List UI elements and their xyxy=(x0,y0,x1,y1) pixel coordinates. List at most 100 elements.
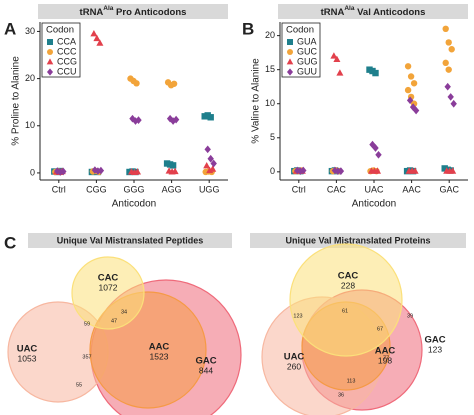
venn-set xyxy=(71,256,145,330)
legend-title: Codon xyxy=(286,25,314,36)
point xyxy=(287,68,293,76)
set-name: GAC xyxy=(424,335,445,346)
legend-label: CCU xyxy=(57,66,77,76)
point xyxy=(444,82,451,91)
region-count: 59 xyxy=(84,321,90,327)
point xyxy=(447,93,454,101)
point xyxy=(210,159,217,168)
point xyxy=(169,162,177,169)
region-count: 61 xyxy=(342,308,348,314)
point xyxy=(373,167,382,174)
region-count: 113 xyxy=(347,378,356,384)
x-tick-label: UGG xyxy=(199,184,220,194)
region-count: 36 xyxy=(338,392,344,398)
point xyxy=(372,144,379,152)
x-tick-label: GAC xyxy=(439,184,459,194)
point xyxy=(207,114,214,121)
point xyxy=(54,167,61,175)
y-tick-label: 0 xyxy=(30,167,35,177)
region-count: 39 xyxy=(407,313,413,319)
panel-label: C xyxy=(4,233,16,252)
x-axis-label: Anticodon xyxy=(112,199,156,210)
x-tick-label: CGG xyxy=(86,184,107,194)
x-tick-label: UAC xyxy=(364,184,384,194)
title-part: Ala xyxy=(103,5,114,12)
point xyxy=(411,167,419,174)
point xyxy=(337,167,345,175)
point xyxy=(449,167,457,174)
point xyxy=(209,165,217,172)
region-count: 55 xyxy=(76,382,82,388)
point xyxy=(286,58,294,65)
point xyxy=(129,114,136,123)
panel-label: B xyxy=(242,19,254,38)
point xyxy=(171,167,179,175)
point xyxy=(448,46,455,53)
legend-label: GUA xyxy=(297,36,317,46)
point xyxy=(375,150,382,159)
region-count: 34 xyxy=(121,309,127,315)
y-axis-label: % Valine to Alanine xyxy=(251,58,262,144)
x-tick-label: AGG xyxy=(162,184,182,194)
y-tick-label: 10 xyxy=(25,120,35,130)
panel-title: tRNAAla Pro Anticodons xyxy=(80,5,187,17)
point xyxy=(407,73,415,80)
point xyxy=(90,29,98,37)
title-bar xyxy=(38,4,228,19)
title-bar xyxy=(28,233,232,248)
set-name: GAC xyxy=(195,356,216,367)
y-tick-label: 30 xyxy=(25,26,35,36)
point xyxy=(47,68,53,76)
point xyxy=(445,39,452,46)
panel-label: A xyxy=(4,19,16,38)
region-count: 357 xyxy=(82,354,91,360)
venn-set xyxy=(289,243,403,357)
title-part: Pro Anticodons xyxy=(113,7,186,18)
title-part: tRNA xyxy=(321,7,345,18)
point xyxy=(442,59,449,67)
point xyxy=(207,154,214,163)
y-tick-label: 5 xyxy=(270,132,275,142)
panel-title: tRNAAla Val Anticodons xyxy=(321,5,426,17)
point xyxy=(406,96,414,105)
point xyxy=(330,52,338,59)
point xyxy=(47,49,53,55)
y-axis-label: % Proline to Alanine xyxy=(11,56,22,146)
set-count: 1072 xyxy=(99,282,118,292)
legend-title: Codon xyxy=(46,25,74,36)
point xyxy=(287,49,293,55)
set-count: 198 xyxy=(378,355,392,365)
set-count: 123 xyxy=(428,344,442,354)
region-count: 123 xyxy=(293,313,302,319)
venn-title: Unique Val Mistranslated Peptides xyxy=(57,235,204,245)
point xyxy=(135,116,142,124)
point xyxy=(450,99,457,108)
x-axis-label: Anticodon xyxy=(352,199,396,210)
x-tick-label: Ctrl xyxy=(292,184,306,194)
point xyxy=(203,162,211,169)
set-name: AAC xyxy=(375,346,396,357)
set-count: 1523 xyxy=(150,351,169,361)
title-bar xyxy=(278,4,468,19)
title-part: Val Anticodons xyxy=(354,7,425,18)
set-name: CAC xyxy=(98,273,119,284)
legend-label: GUU xyxy=(297,66,317,76)
set-name: CAC xyxy=(338,271,359,282)
title-bar xyxy=(250,233,466,248)
legend-label: CCC xyxy=(57,46,77,56)
point xyxy=(410,80,418,87)
region-count: 67 xyxy=(377,326,383,332)
point xyxy=(132,117,139,125)
set-count: 844 xyxy=(199,365,213,375)
point xyxy=(96,39,104,46)
y-tick-label: 10 xyxy=(265,98,275,108)
point xyxy=(47,39,53,45)
legend-label: GUC xyxy=(297,46,318,56)
point xyxy=(133,168,142,175)
point xyxy=(300,166,307,175)
point xyxy=(133,80,140,87)
point xyxy=(60,167,67,176)
x-tick-label: AAC xyxy=(402,184,421,194)
title-part: Ala xyxy=(344,5,355,12)
